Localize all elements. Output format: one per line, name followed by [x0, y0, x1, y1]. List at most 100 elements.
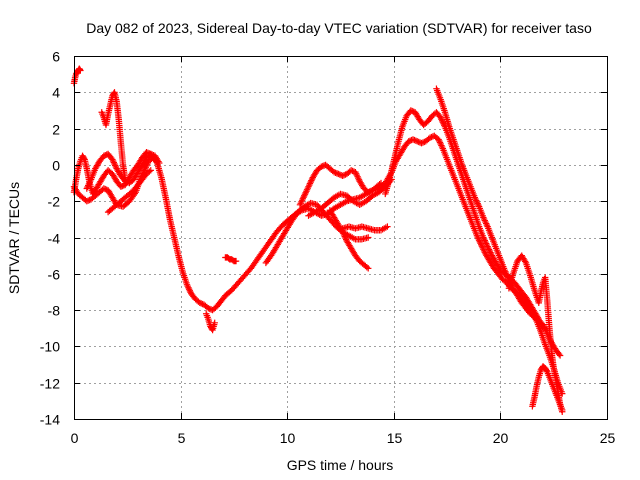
- tick-marks: [74, 56, 608, 420]
- data-point: [405, 138, 412, 145]
- y-tick-label: -4: [48, 231, 61, 247]
- data-point-interp: [480, 235, 488, 243]
- data-point: [478, 241, 485, 248]
- data-point-interp: [480, 247, 488, 255]
- data-point-interp: [119, 182, 126, 190]
- data-point: [83, 185, 90, 192]
- series-noon-drop: [326, 207, 372, 272]
- data-point-interp: [185, 286, 193, 293]
- x-axis-label: GPS time / hours: [287, 457, 394, 473]
- data-point-interp: [301, 191, 309, 198]
- data-point: [147, 150, 154, 158]
- data-point-interp: [485, 244, 492, 252]
- data-point: [559, 408, 566, 415]
- y-tick-label: 0: [52, 158, 60, 174]
- data-point-interp: [307, 178, 314, 186]
- data-point: [377, 179, 385, 187]
- data-point-interp: [198, 300, 205, 307]
- data-point-interp: [439, 119, 447, 126]
- data-point-interp: [333, 170, 341, 177]
- data-point-interp: [85, 182, 92, 189]
- data-point-interp: [87, 177, 94, 185]
- data-point-interp: [148, 151, 156, 158]
- data-point-interp: [487, 249, 494, 256]
- data-point-interp: [355, 175, 362, 182]
- data-point-interp: [341, 233, 348, 240]
- data-point: [539, 321, 547, 328]
- data-point-interp: [411, 136, 418, 144]
- series-early-arc-c: [104, 167, 154, 216]
- data-point: [352, 168, 359, 176]
- data-point-interp: [299, 195, 307, 202]
- data-point: [335, 170, 342, 178]
- data-point-interp: [543, 367, 550, 374]
- data-point: [484, 243, 491, 250]
- data-point-interp: [143, 161, 151, 168]
- data-point: [347, 167, 355, 174]
- series-noon-mid: [305, 176, 395, 219]
- data-point: [556, 352, 564, 359]
- data-point-interp: [475, 237, 483, 244]
- data-point-interp: [504, 273, 511, 280]
- data-point: [437, 114, 444, 121]
- data-point-interp: [473, 197, 480, 204]
- data-point-interp: [146, 168, 153, 175]
- data-point-interp: [303, 186, 311, 193]
- data-point-interp: [349, 167, 356, 175]
- data-point-interp: [84, 183, 91, 191]
- data-point-interp: [482, 240, 490, 247]
- data-point: [480, 214, 487, 221]
- data-point-interp: [366, 188, 373, 195]
- data-point-interp: [486, 247, 493, 255]
- data-point: [435, 136, 442, 143]
- data-point-interp: [409, 107, 416, 115]
- data-point-interp: [440, 120, 447, 127]
- data-point: [426, 134, 434, 141]
- x-tick-label: 15: [387, 430, 403, 446]
- data-point-interp: [85, 180, 93, 188]
- x-tick-label: 0: [71, 430, 79, 446]
- data-point: [196, 299, 203, 307]
- data-marks: [70, 65, 566, 415]
- y-tick-labels: -14 -12 -10 -8 -6 -4 -2 0 2 4 6: [40, 49, 60, 428]
- data-point: [471, 194, 479, 201]
- data-point: [121, 176, 129, 183]
- data-point-interp: [476, 238, 483, 245]
- data-point: [296, 201, 304, 209]
- data-point-interp: [438, 116, 445, 123]
- data-point-interp: [482, 238, 489, 246]
- data-point-interp: [298, 198, 305, 206]
- data-point: [388, 176, 395, 183]
- data-point-interp: [480, 215, 488, 223]
- data-point-interp: [541, 325, 549, 333]
- series-low-branch: [529, 363, 566, 415]
- data-point-interp: [541, 324, 548, 331]
- series-spike-2h: [98, 89, 129, 183]
- data-point: [232, 257, 240, 265]
- data-point-interp: [124, 179, 132, 186]
- series-trough-drop: [202, 310, 218, 334]
- data-point: [156, 159, 163, 167]
- data-point-interp: [298, 197, 306, 204]
- data-point-interp: [540, 322, 547, 330]
- data-point-interp: [155, 158, 162, 165]
- data-point-interp: [353, 171, 361, 179]
- y-tick-label: -8: [48, 303, 61, 319]
- series-noon-low: [339, 223, 391, 234]
- data-point-interp: [302, 189, 309, 196]
- y-tick-label: 2: [52, 122, 60, 138]
- data-point: [183, 281, 191, 288]
- data-point: [330, 168, 338, 176]
- data-point: [211, 319, 218, 327]
- y-axis-label: SDTVAR / TECUs: [6, 182, 22, 294]
- data-point-interp: [478, 243, 486, 250]
- data-point-interp: [472, 195, 479, 203]
- data-point-interp: [186, 287, 194, 294]
- data-point: [414, 138, 421, 145]
- data-point-interp: [376, 181, 383, 188]
- data-point: [384, 223, 391, 230]
- data-point-interp: [481, 237, 488, 244]
- data-point-interp: [481, 217, 488, 224]
